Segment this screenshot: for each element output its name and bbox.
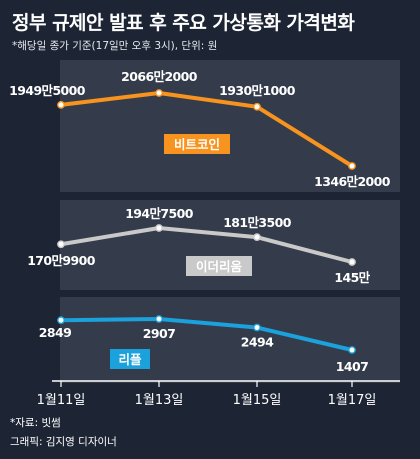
data-label: 1930만1000 xyxy=(219,83,296,98)
data-point xyxy=(155,89,163,97)
chart-title: 정부 규제안 발표 후 주요 가상통화 가격변화 xyxy=(12,12,355,34)
credit-note: 그래픽: 김지영 디자이너 xyxy=(10,436,117,448)
x-tick-label: 1월15일 xyxy=(233,393,282,408)
x-tick-label: 1월11일 xyxy=(37,393,86,408)
panel-background-1 xyxy=(60,60,400,192)
data-label: 1949만5000 xyxy=(9,83,86,98)
x-tick-label: 1월13일 xyxy=(135,393,184,408)
data-label: 2849 xyxy=(39,325,71,340)
data-label: 2907 xyxy=(143,326,175,341)
data-label: 145만 xyxy=(334,270,370,285)
data-point xyxy=(348,258,356,266)
series-name-tag xyxy=(186,256,252,276)
series-line-3 xyxy=(59,317,354,352)
data-label: 2494 xyxy=(241,335,274,350)
chart-subtitle: *해당일 종가 기준(17일만 오후 3시), 단위: 원 xyxy=(12,40,218,52)
data-point xyxy=(155,224,163,232)
x-tick-label: 1월17일 xyxy=(328,393,377,408)
data-point xyxy=(57,316,65,325)
series-name-tag xyxy=(110,349,150,369)
data-point xyxy=(253,102,261,111)
series-line-1 xyxy=(59,91,354,168)
data-point xyxy=(348,346,356,354)
data-label: 1407 xyxy=(336,359,368,374)
series-name-label: 이더리움 xyxy=(196,259,243,274)
series-name-label: 리플 xyxy=(118,352,142,367)
series-name-label: 비트코인 xyxy=(174,137,220,152)
data-point xyxy=(253,233,261,242)
data-point xyxy=(155,315,163,323)
series-name-tag xyxy=(164,134,230,154)
data-label: 194만7500 xyxy=(125,206,193,221)
data-label: 181만3500 xyxy=(223,215,291,230)
data-point xyxy=(348,162,356,170)
data-point xyxy=(57,100,65,109)
series-line-2 xyxy=(59,226,354,264)
data-label: 1346만2000 xyxy=(314,174,391,189)
data-point xyxy=(57,240,65,249)
source-note: *자료: 빗썸 xyxy=(10,417,61,429)
data-label: 170만9900 xyxy=(27,253,95,268)
data-label: 2066만2000 xyxy=(121,69,198,84)
data-point xyxy=(253,323,261,332)
